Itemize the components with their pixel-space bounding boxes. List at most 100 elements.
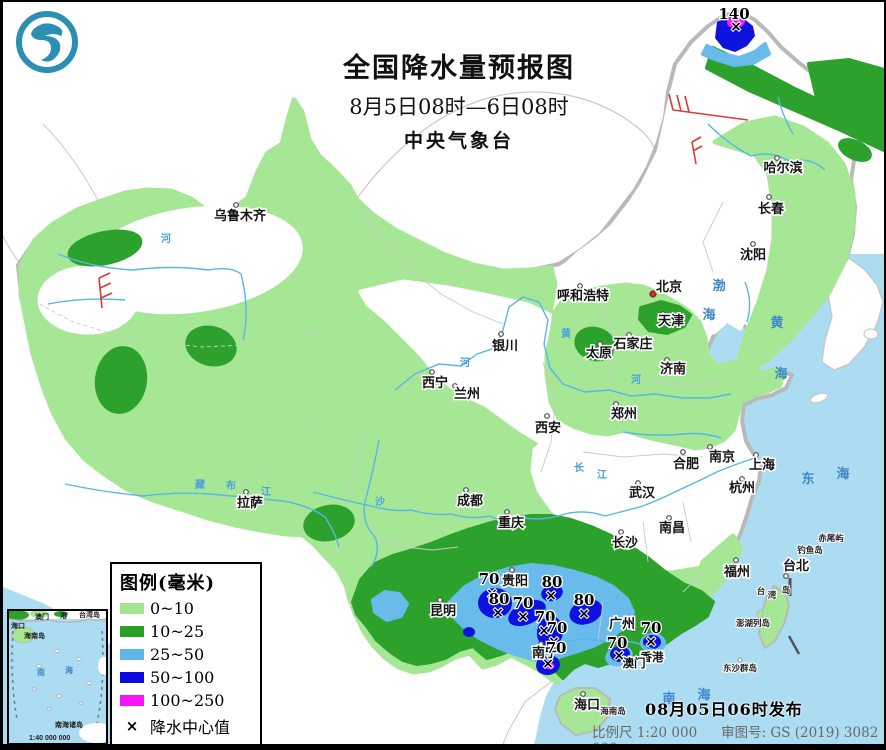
- river-name-label: 长: [574, 461, 585, 474]
- south-china-sea-inset: 澳门 港 台湾岛 海口 海南岛南 海南海诸岛 1:40 000 000: [5, 609, 115, 744]
- city-label: 沈阳: [740, 247, 766, 262]
- island-name-label: 东沙群岛: [723, 663, 757, 673]
- border-sichuan-w: [342, 431, 364, 508]
- wind-barb-xinjiang: [98, 272, 113, 309]
- city-dot: [750, 241, 756, 247]
- city-dot: [680, 449, 686, 455]
- penghu-islands: [756, 609, 764, 619]
- river-pearl: [564, 638, 662, 653]
- sea-boundary-marks: [787, 578, 801, 655]
- island-labels: 赤尾屿钓鱼岛台湾岛澎湖列岛东沙群岛海南岛: [599, 532, 845, 717]
- inset-label: 海南岛: [24, 631, 45, 640]
- city-label: 兰州: [454, 386, 480, 401]
- map-scale: 比例尺 1:20 000 000: [592, 725, 698, 750]
- city-label: 南宁: [532, 645, 558, 660]
- island-kyushu-edge: [863, 328, 879, 340]
- river-yangtze: [312, 457, 756, 522]
- b-blob-4: [569, 599, 603, 625]
- island-jeju: [809, 392, 829, 404]
- border-tibet-qinghai: [237, 331, 334, 488]
- rain-northeast-band: [712, 115, 856, 373]
- city-dot: [666, 515, 672, 521]
- b-blob-7: [643, 635, 661, 649]
- precip-center-x-icon: ×: [578, 606, 590, 622]
- river-songhua: [707, 96, 826, 171]
- hainan-island: [553, 687, 612, 737]
- precip-center-labels: 140×70×80×80×70×80×70×70×70×70×70×: [477, 4, 751, 673]
- border-yunnan-n: [374, 536, 459, 551]
- city-label: 银川: [492, 338, 518, 353]
- city-dot: [509, 567, 515, 573]
- dg-ne-patch: [838, 138, 872, 162]
- b-blob-mohe: [715, 16, 755, 52]
- island-name-label: 钓鱼岛: [797, 545, 823, 555]
- inset-hainan: [11, 626, 35, 644]
- precip-center-value: 70: [607, 634, 628, 652]
- legend-label: 50~100: [150, 668, 215, 687]
- city-dot: [766, 194, 772, 200]
- m-nanning: [545, 662, 555, 670]
- precip-center-value: 70: [513, 594, 534, 612]
- river-ili: [47, 298, 126, 305]
- city-label: 南昌: [659, 520, 685, 535]
- city-label: 乌鲁木齐: [214, 208, 267, 223]
- city-label: 澳门: [623, 656, 646, 670]
- province-borders: [20, 199, 794, 643]
- city-label: 天津: [658, 313, 684, 328]
- city-dot: [498, 331, 504, 337]
- city-dot: [707, 444, 713, 450]
- sea-name-label: 渤: [712, 278, 725, 294]
- precip-center-x-icon: ×: [517, 609, 529, 625]
- sea-name-label: 海: [702, 307, 715, 323]
- inset-label: 澳门: [35, 612, 49, 621]
- precip-center-value: 70: [479, 570, 500, 588]
- city-label: 哈尔滨: [763, 160, 802, 175]
- inset-label: 台湾岛: [79, 611, 100, 619]
- korea-peninsula: [821, 257, 884, 371]
- island-name-label: 台: [757, 586, 766, 596]
- island-name-label: 岛: [782, 585, 791, 595]
- river-name-label: 江: [597, 468, 607, 481]
- border-gansu: [356, 199, 504, 325]
- island-name-label: 湾: [768, 590, 777, 600]
- publish-time: 08月05日06时发布: [645, 700, 803, 719]
- city-dot: [577, 283, 583, 289]
- city-label: 北京: [656, 279, 682, 294]
- precip-center-value: 80: [574, 591, 595, 609]
- precip-center-x-icon: ×: [538, 623, 550, 639]
- wind-barbs: [98, 93, 749, 309]
- precip-center-x-icon: ×: [613, 648, 625, 664]
- city-dot: [664, 357, 670, 363]
- precip-center-x-icon: ×: [542, 656, 554, 672]
- sea-name-label: 东: [801, 471, 814, 487]
- border-hunan-jiangxi: [642, 501, 692, 563]
- precip-center-x-icon: ×: [645, 634, 657, 650]
- border-shandong: [652, 381, 724, 388]
- inset-label: 南: [37, 667, 45, 677]
- precip-center-x-icon: ×: [548, 634, 560, 650]
- border-ne: [702, 201, 794, 273]
- city-label: 广州: [609, 616, 635, 631]
- map-approval-number: 审图号: GS (2019) 3082号: [721, 725, 879, 741]
- river-yellow: [394, 296, 732, 399]
- cma-logo: [16, 11, 78, 73]
- city-dot: [597, 341, 603, 347]
- b-blob-6: [610, 646, 630, 662]
- legend-row: 0~10: [120, 599, 252, 618]
- logo-ring: [16, 11, 78, 73]
- river-name-label: 河: [161, 233, 171, 245]
- legend-marker-label: 降水中心值: [150, 718, 231, 737]
- city-dot: [635, 480, 641, 486]
- city-dot: [649, 290, 657, 298]
- legend-swatch-50-100: [120, 672, 144, 683]
- precip-center-marker-icon: ×: [125, 717, 139, 735]
- precip-center-value: 70: [641, 619, 662, 637]
- city-dot: [733, 557, 739, 563]
- scale-approval-line: 比例尺 1:20 000 000 审图号: GS (2019) 3082号: [592, 721, 884, 750]
- legend-title: 图例(毫米): [120, 573, 216, 594]
